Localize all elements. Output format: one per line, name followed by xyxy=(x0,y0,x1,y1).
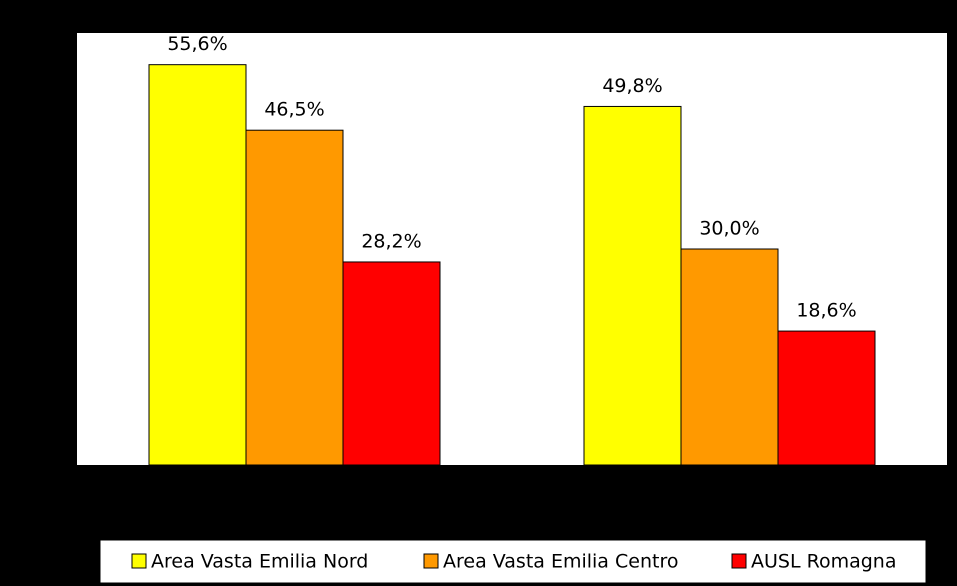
value-label: 30,0% xyxy=(699,218,759,240)
legend xyxy=(99,539,927,584)
value-label: 46,5% xyxy=(264,99,324,121)
legend-swatch xyxy=(423,553,439,569)
bar xyxy=(583,105,682,466)
value-label: 49,8% xyxy=(602,75,662,97)
bar xyxy=(245,129,344,466)
legend-swatch xyxy=(131,553,147,569)
legend-label: Area Vasta Emilia Centro xyxy=(443,551,678,573)
bar xyxy=(680,248,779,466)
legend-swatch xyxy=(731,553,747,569)
value-label: 55,6% xyxy=(167,33,227,55)
legend-label: Area Vasta Emilia Nord xyxy=(151,551,368,573)
legend-label: AUSL Romagna xyxy=(751,551,896,573)
value-label: 28,2% xyxy=(361,230,421,252)
bar xyxy=(777,330,876,466)
bar xyxy=(148,64,247,466)
bar xyxy=(342,261,441,466)
value-label: 18,6% xyxy=(796,300,856,322)
